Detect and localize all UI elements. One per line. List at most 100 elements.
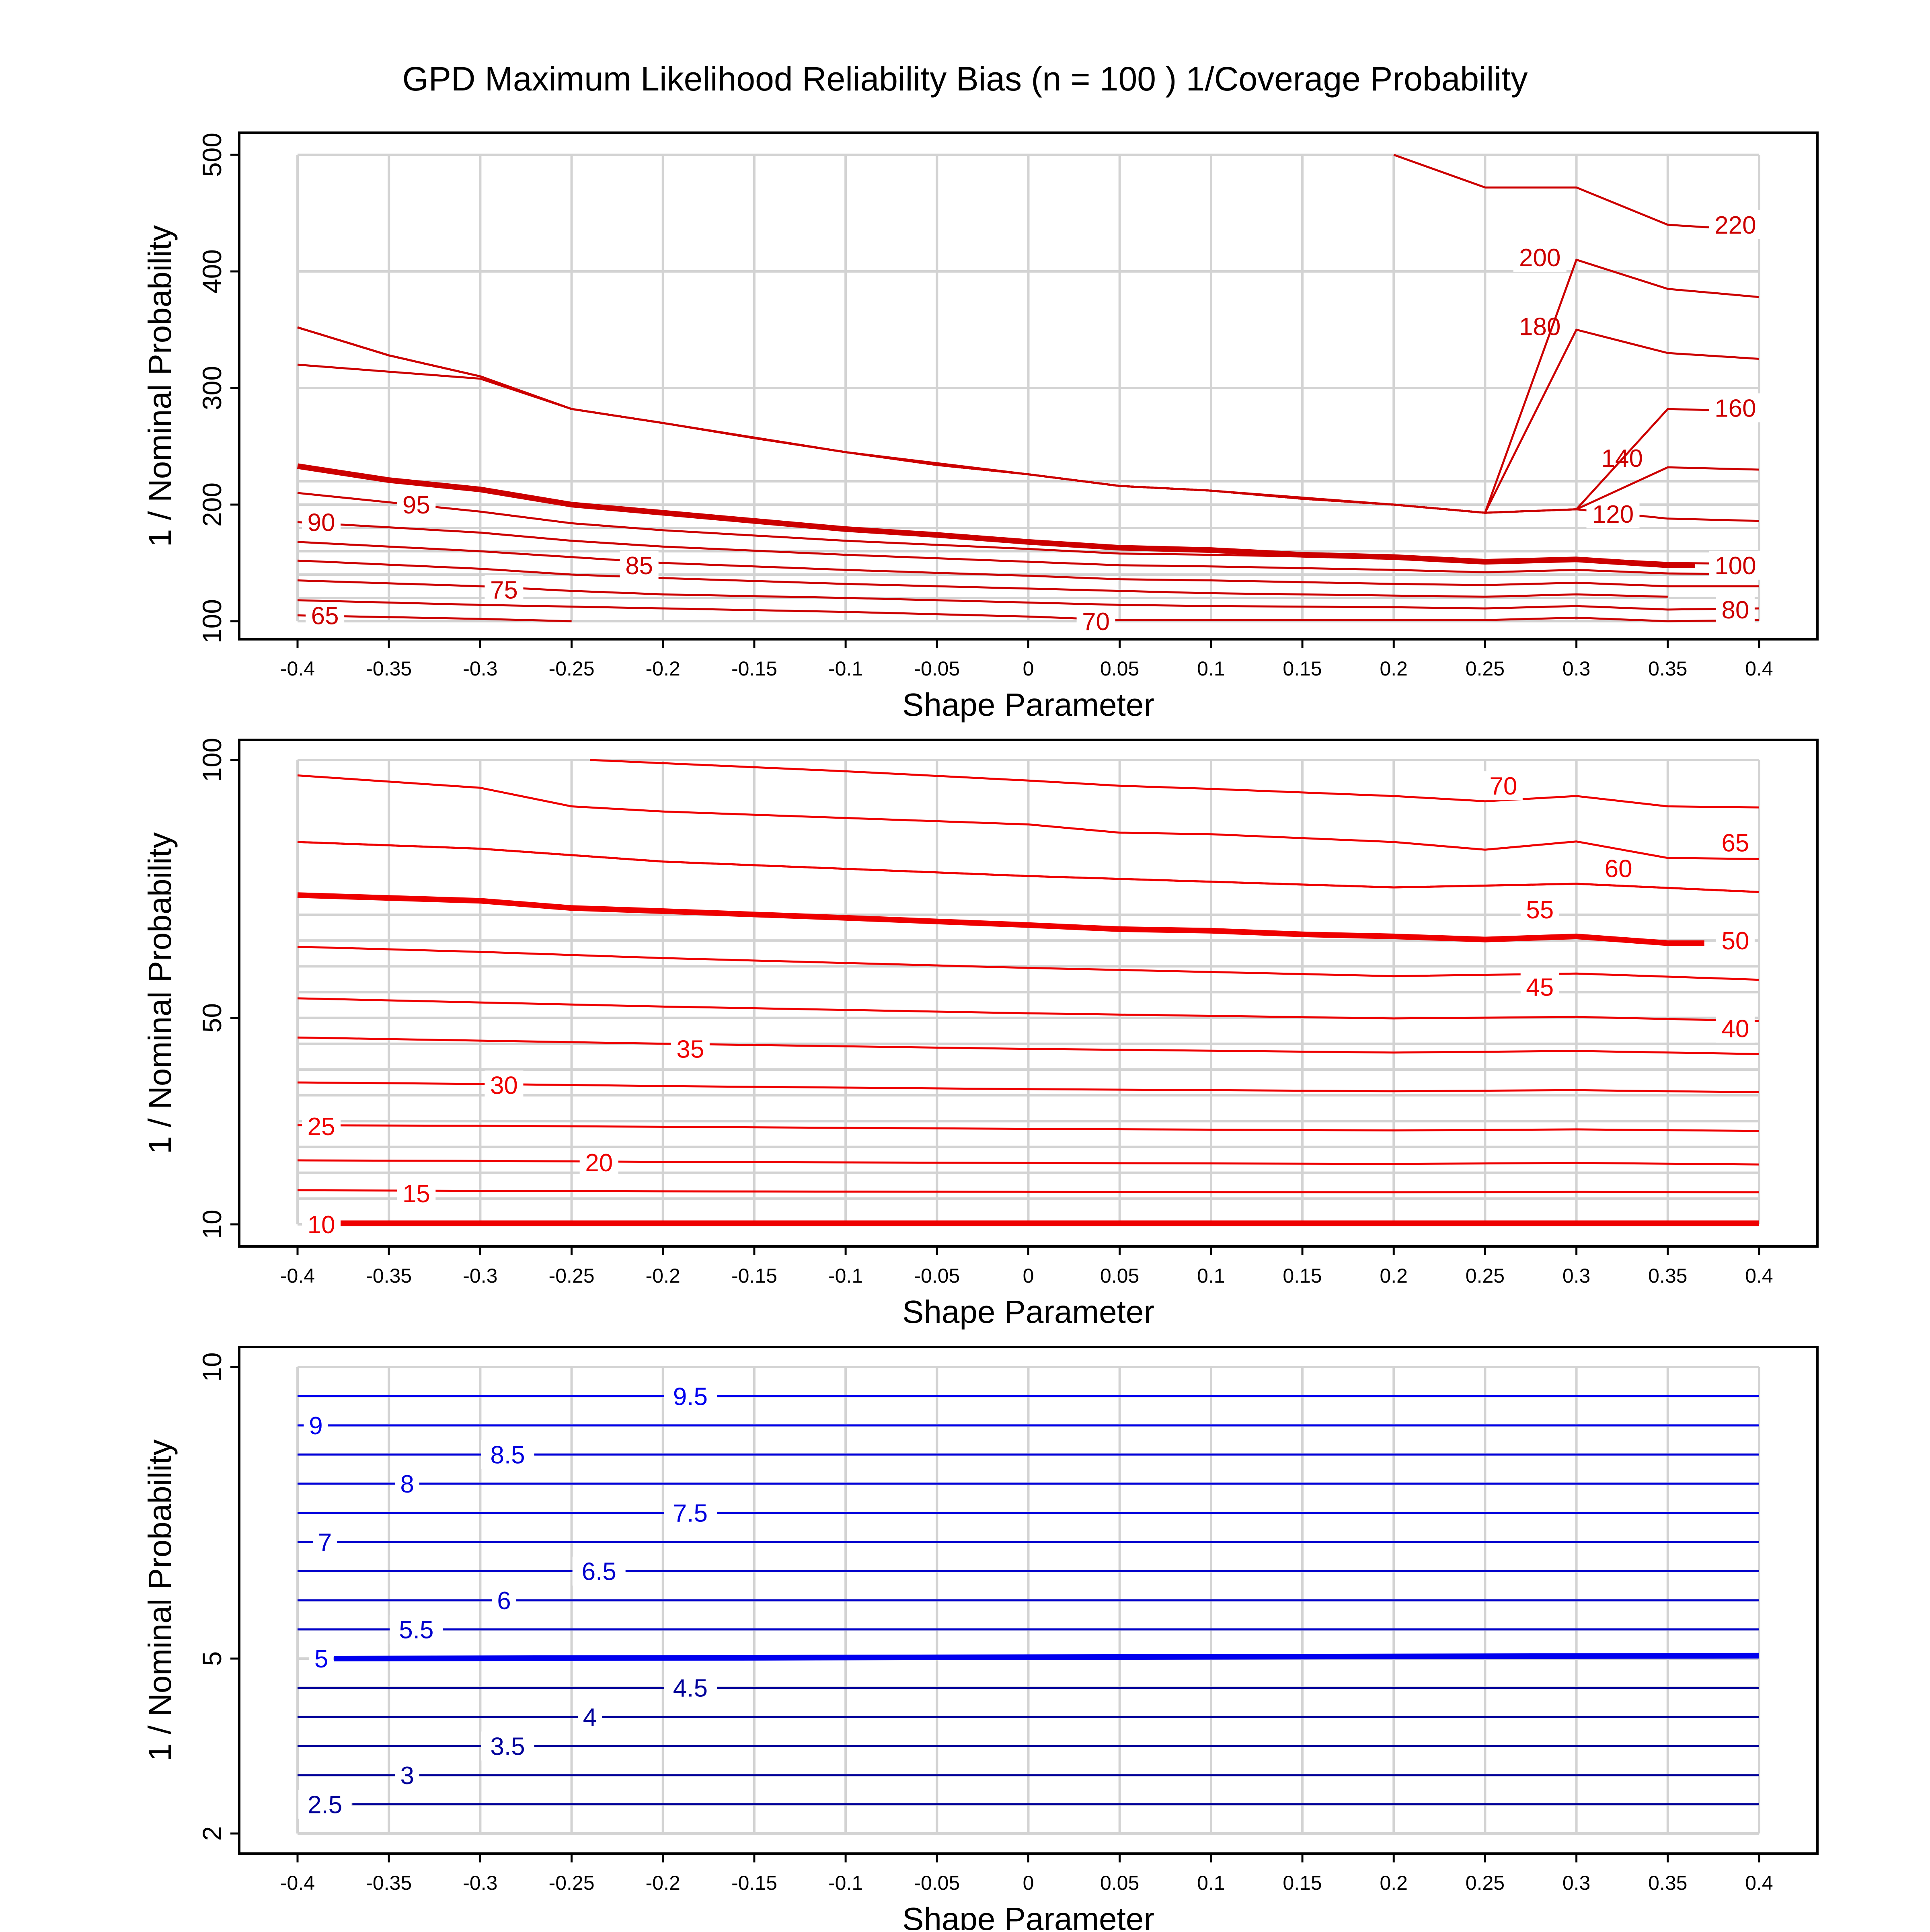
contour-label-40: 40 <box>1721 1015 1749 1043</box>
x-tick-label: -0.25 <box>549 1265 595 1287</box>
contour-label-2-5: 2.5 <box>308 1791 342 1819</box>
contour-label-bg <box>306 601 345 630</box>
x-tick-label: -0.25 <box>549 657 595 680</box>
contour-line-20 <box>297 1159 1760 1166</box>
contour-label-8: 8 <box>400 1470 414 1498</box>
y-tick-label: 10 <box>197 1209 227 1239</box>
x-tick-label: 0.2 <box>1380 657 1408 680</box>
x-tick-label: -0.3 <box>463 657 497 680</box>
contour-label-4: 4 <box>583 1704 597 1731</box>
x-tick-label: -0.25 <box>549 1872 595 1894</box>
x-tick-label: 0.4 <box>1745 1872 1773 1894</box>
contour-line-60 <box>297 841 1760 893</box>
contour-label-bg <box>302 507 341 537</box>
chart-panel-2: -0.4 -0.35 -0.3 -0.25 -0.2 -0.15 -0.1 -0.05 0 0.0… <box>142 738 1819 1330</box>
contour-label-7: 7 <box>318 1529 332 1556</box>
contour-label-bg <box>1716 1014 1755 1043</box>
contour-label-bg <box>313 1528 337 1556</box>
x-tick-label: 0.15 <box>1283 1265 1322 1287</box>
y-tick-label: 400 <box>197 249 227 294</box>
x-tick-label: -0.35 <box>366 657 412 680</box>
x-tick-label: 0.05 <box>1100 657 1139 680</box>
contour-label-bg <box>1513 243 1567 272</box>
contour-label-75: 75 <box>490 577 518 604</box>
contour-label-5-5: 5.5 <box>399 1616 433 1644</box>
x-tick-label: 0.1 <box>1197 657 1225 680</box>
x-tick-label: 0.3 <box>1562 1872 1591 1894</box>
contour-label-bg <box>390 1615 443 1644</box>
contour-label-bg <box>309 1644 334 1673</box>
contour-label-90: 90 <box>308 509 335 537</box>
x-tick-label: 0.1 <box>1197 1872 1225 1894</box>
contour-line-65 <box>297 614 572 622</box>
contour-label-25: 25 <box>308 1113 335 1141</box>
chart-panel-1: -0.4 -0.35 -0.3 -0.25 -0.2 -0.15 -0.1 -0.05 0 0.0… <box>142 131 1819 723</box>
contour-label-bg <box>302 1112 341 1141</box>
contour-label-bg <box>1520 972 1559 1002</box>
y-tick-label: 300 <box>197 366 227 410</box>
contour-line-90 <box>297 521 1760 576</box>
x-tick-label: -0.35 <box>366 1872 412 1894</box>
x-tick-label: -0.15 <box>731 1265 777 1287</box>
contour-label-60: 60 <box>1605 855 1632 883</box>
contour-label-bg <box>578 1702 602 1731</box>
contour-label-bg <box>1586 499 1640 529</box>
contour-label-9-5: 9.5 <box>673 1383 708 1411</box>
contour-label-160: 160 <box>1714 394 1756 422</box>
contour-line-220 <box>1393 154 1760 232</box>
contour-label-45: 45 <box>1526 974 1554 1002</box>
x-tick-label: -0.4 <box>280 1872 315 1894</box>
contour-line-80 <box>297 559 1668 598</box>
contour-label-bg <box>1484 771 1523 801</box>
figure-title: GPD Maximum Likelihood Reliability Bias … <box>402 60 1528 98</box>
contour-label-bg <box>663 1673 717 1702</box>
contour-label-6: 6 <box>497 1587 511 1615</box>
chart-panel-3: -0.4 -0.35 -0.3 -0.25 -0.2 -0.15 -0.1 -0.05 0 0.0… <box>142 1346 1819 1932</box>
contour-label-bg <box>1708 550 1762 580</box>
contour-label-bg <box>302 1210 341 1239</box>
contour-line-5 <box>334 1653 1760 1661</box>
contour-label-bg <box>395 1761 419 1790</box>
contour-label-65: 65 <box>311 602 339 630</box>
contour-label-50: 50 <box>1721 927 1749 955</box>
contour-line-35 <box>297 1036 1760 1055</box>
x-tick-label: -0.2 <box>646 1872 680 1894</box>
contour-label-bg <box>1708 210 1762 239</box>
contour-label-bg <box>298 1790 352 1819</box>
x-tick-label: 0.4 <box>1745 657 1773 680</box>
contour-label-bg <box>397 1179 436 1208</box>
contour-label-bg <box>1513 312 1567 341</box>
contour-line-25 <box>297 1124 1760 1132</box>
x-tick-label: -0.1 <box>828 657 863 680</box>
contour-label-bg <box>1599 854 1638 883</box>
contour-label-bg <box>579 1148 618 1177</box>
contour-label-bg <box>1716 595 1755 624</box>
contour-label-5: 5 <box>314 1645 328 1673</box>
contour-line-70 <box>297 599 1760 622</box>
x-tick-label: 0.35 <box>1648 657 1687 680</box>
contour-label-bg <box>572 1556 626 1586</box>
contour-label-65: 65 <box>1721 829 1749 857</box>
contour-label-180: 180 <box>1519 313 1560 341</box>
x-axis-label: Shape Parameter <box>902 1901 1154 1930</box>
contour-label-bg <box>1076 607 1115 636</box>
contour-label-15: 15 <box>402 1180 430 1208</box>
y-tick-label: 5 <box>197 1651 227 1666</box>
contour-line-30 <box>297 1081 1760 1093</box>
contour-line-100 <box>297 463 1695 568</box>
x-tick-label: 0.35 <box>1648 1265 1687 1287</box>
contour-label-80: 80 <box>1721 596 1749 624</box>
contour-label-bg <box>1716 926 1755 955</box>
y-tick-label: 500 <box>197 133 227 177</box>
x-tick-label: 0 <box>1023 657 1034 680</box>
x-tick-label: 0.1 <box>1197 1265 1225 1287</box>
x-axis-label: Shape Parameter <box>902 1294 1154 1330</box>
contour-label-bg <box>1708 393 1762 423</box>
contour-label-bg <box>485 1070 524 1100</box>
contour-label-95: 95 <box>402 491 430 519</box>
contour-line-50 <box>297 892 1704 946</box>
contour-label-9: 9 <box>309 1412 322 1440</box>
contour-label-200: 200 <box>1519 244 1560 272</box>
x-tick-label: 0.05 <box>1100 1872 1139 1894</box>
